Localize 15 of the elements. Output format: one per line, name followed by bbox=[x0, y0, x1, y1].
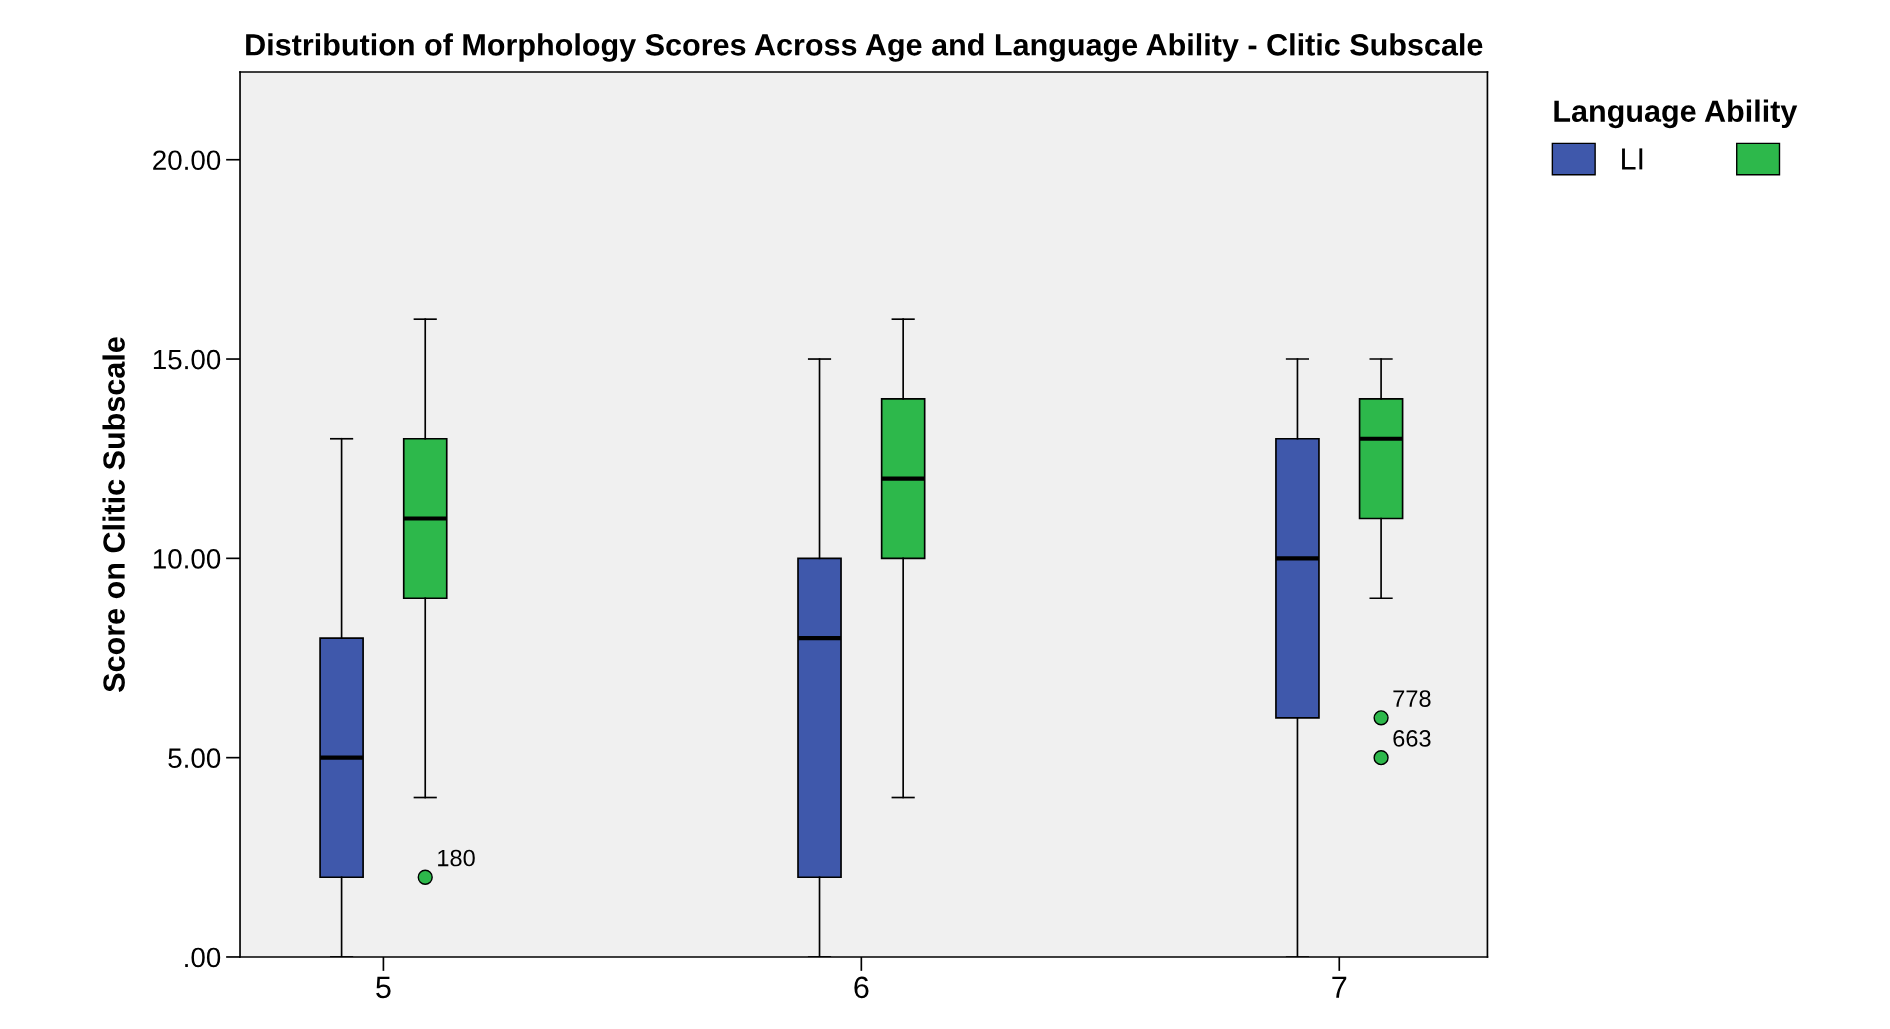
x-tick-label: 7 bbox=[1332, 976, 1347, 998]
annotation: 663 bbox=[1393, 730, 1431, 747]
annotation: 778 bbox=[1393, 690, 1431, 707]
y-tick-label: 10.00 bbox=[153, 549, 221, 569]
chart-title: Distribution of Morphology Scores Across Age and Language Ability - Clitic Subscale bbox=[246, 33, 1483, 62]
y-tick-label: 15.00 bbox=[153, 349, 221, 370]
annotation: 180 bbox=[438, 849, 475, 867]
x-tick-label: 6 bbox=[854, 976, 869, 999]
y-axis-title: Score on Clitic Subscale bbox=[102, 337, 125, 692]
y-tick-label: 20.00 bbox=[153, 150, 221, 171]
y-tick-label: .00 bbox=[185, 947, 221, 968]
legend-title: Language Ability bbox=[1554, 99, 1798, 129]
legend-label: LI bbox=[1622, 148, 1643, 170]
x-tick-label: 5 bbox=[376, 976, 391, 999]
y-tick-label: 5.00 bbox=[168, 748, 221, 768]
